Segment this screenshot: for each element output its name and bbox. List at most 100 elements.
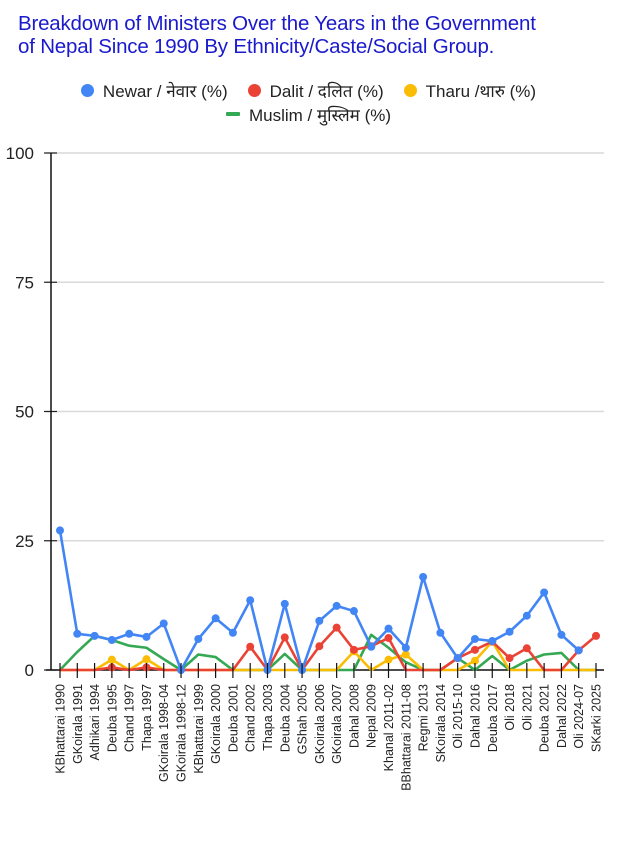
y-tick-label: 100 (6, 144, 34, 163)
data-point[interactable] (384, 633, 393, 642)
x-tick-label: Dahal 2016 (468, 684, 482, 748)
data-point[interactable] (505, 654, 514, 663)
muslim-line-icon (225, 112, 240, 116)
x-tick-label: GKoirala 1998-04 (157, 684, 171, 782)
data-point[interactable] (332, 623, 341, 632)
x-tick-label: Dahal 2008 (347, 684, 361, 748)
data-point[interactable] (436, 628, 445, 637)
data-point[interactable] (505, 627, 514, 636)
x-tick-label: GShah 2005 (296, 684, 310, 754)
data-point[interactable] (315, 616, 324, 625)
series-line (59, 633, 596, 672)
x-tick-label: Chand 2002 (244, 684, 258, 752)
x-tick-label: GKoirala 2000 (209, 684, 223, 764)
legend-label-tharu: Tharu /थारु (%) (425, 81, 537, 101)
data-point[interactable] (522, 611, 531, 620)
legend-item-dalit[interactable]: Dalit / दलित (%) (247, 79, 384, 102)
data-point[interactable] (419, 572, 428, 581)
legend-item-newar[interactable]: Newar / नेवार (%) (80, 79, 228, 102)
data-point[interactable] (557, 630, 566, 639)
data-point[interactable] (142, 632, 151, 641)
data-point[interactable] (470, 656, 479, 665)
x-tick-label: Deuba 2001 (226, 684, 240, 752)
data-point[interactable] (56, 526, 64, 535)
data-point[interactable] (540, 588, 549, 597)
data-point[interactable] (159, 619, 168, 628)
data-point[interactable] (246, 596, 255, 605)
chart-title: Breakdown of Ministers Over the Years in… (18, 12, 608, 58)
data-point[interactable] (384, 624, 393, 633)
data-point[interactable] (349, 645, 358, 654)
data-point[interactable] (142, 655, 151, 664)
x-tick-label: Thapa 2003 (261, 684, 275, 751)
x-tick-label: Dahal 2022 (555, 684, 569, 748)
y-tick-label: 75 (15, 273, 34, 292)
data-point[interactable] (246, 642, 255, 651)
x-tick-label: Chand 1997 (123, 684, 137, 752)
data-point[interactable] (315, 642, 324, 651)
x-tick-label: Thapa 1997 (140, 684, 154, 751)
data-point[interactable] (107, 636, 116, 645)
legend-label-newar: Newar / नेवार (%) (102, 81, 228, 101)
data-point[interactable] (401, 643, 410, 652)
chart-title-line-1: Breakdown of Ministers Over the Years in… (18, 12, 536, 35)
legend-item-muslim[interactable]: Muslim / मुस्लिम (%) (225, 103, 392, 126)
data-point[interactable] (125, 629, 134, 638)
data-point[interactable] (401, 650, 410, 659)
x-tick-label: KBhattarai 1999 (192, 684, 206, 774)
dalit-dot-icon (247, 83, 261, 97)
y-tick-label: 50 (15, 403, 34, 422)
data-point[interactable] (592, 631, 600, 640)
series-0 (56, 526, 583, 674)
x-tick-label: Adhikari 1994 (88, 684, 102, 760)
x-tick-label: GKoirala 2006 (313, 684, 327, 764)
x-tick-label: Deuba 2004 (278, 684, 292, 752)
series-3 (59, 633, 596, 672)
chart-title-line-2: of Nepal Since 1990 By Ethnicity/Caste/S… (18, 35, 495, 58)
x-tick-label: BBhattarai 2011-08 (399, 684, 413, 791)
x-tick-label: SKoirala 2014 (434, 684, 448, 763)
legend-item-tharu[interactable]: Tharu /थारु (%) (403, 79, 537, 102)
data-point[interactable] (367, 642, 376, 651)
data-point[interactable] (453, 654, 462, 663)
data-point[interactable] (228, 628, 237, 637)
y-tick-label: 0 (25, 661, 34, 680)
data-point[interactable] (470, 634, 479, 643)
newar-dot-icon (80, 83, 94, 97)
data-point[interactable] (384, 655, 393, 664)
legend-label-dalit: Dalit / दलित (%) (269, 81, 384, 101)
x-tick-label: KBhattarai 1990 (54, 684, 68, 774)
x-tick-label: Khanal 2011-02 (382, 684, 396, 771)
x-tick-label: Oli 2018 (503, 684, 517, 731)
x-tick-label: Oli 2024-07 (572, 684, 586, 749)
chart-legend: Newar / नेवार (%) Dalit / दलित (%) Tharu… (0, 78, 617, 126)
data-point[interactable] (470, 645, 479, 654)
data-point[interactable] (107, 655, 116, 664)
x-tick-label: Regmi 2013 (417, 684, 431, 751)
legend-label-muslim: Muslim / मुस्लिम (%) (248, 105, 392, 125)
data-point[interactable] (194, 634, 203, 643)
data-point[interactable] (73, 629, 82, 638)
x-tick-label: GKoirala 1998-12 (175, 684, 189, 782)
data-point[interactable] (349, 607, 358, 616)
data-point[interactable] (522, 644, 531, 653)
x-tick-label: Oli 2021 (520, 684, 534, 731)
tharu-dot-icon (403, 83, 417, 97)
y-tick-label: 25 (15, 532, 34, 551)
data-point[interactable] (211, 614, 220, 623)
data-point[interactable] (280, 633, 289, 642)
x-tick-label: Oli 2015-10 (451, 684, 465, 749)
x-tick-label: GKoirala 1991 (71, 684, 85, 764)
x-tick-label: Deuba 1995 (105, 684, 119, 752)
x-tick-label: Nepal 2009 (365, 684, 379, 748)
x-tick-label: SKarki 2025 (590, 684, 604, 752)
x-tick-label: Deuba 2021 (538, 684, 552, 752)
x-tick-label: GKoirala 2007 (330, 684, 344, 764)
x-tick-label: Deuba 2017 (486, 684, 500, 752)
data-point[interactable] (574, 646, 583, 655)
data-point[interactable] (90, 631, 99, 640)
data-point[interactable] (332, 601, 341, 610)
data-point[interactable] (280, 599, 289, 608)
data-point[interactable] (488, 637, 497, 646)
